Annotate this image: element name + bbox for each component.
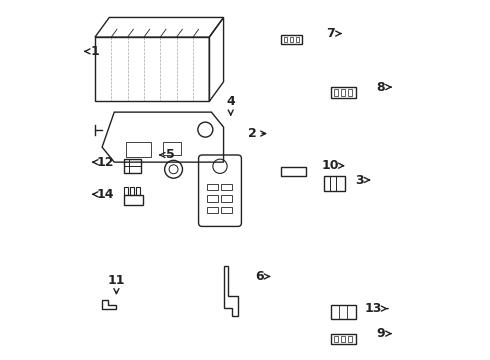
Bar <box>123 158 142 173</box>
Bar <box>130 187 134 195</box>
Text: 3: 3 <box>355 174 369 186</box>
Text: 12: 12 <box>93 156 115 168</box>
Text: 2: 2 <box>248 127 266 140</box>
Bar <box>335 89 338 96</box>
Bar <box>284 37 287 42</box>
Bar <box>221 207 232 213</box>
Bar <box>221 195 232 202</box>
Bar <box>348 89 352 96</box>
Text: 11: 11 <box>108 274 125 293</box>
Text: 14: 14 <box>93 188 115 201</box>
Bar <box>163 142 181 155</box>
Text: 7: 7 <box>326 27 341 40</box>
Bar <box>207 195 218 202</box>
Bar <box>348 336 352 342</box>
Bar <box>290 37 293 42</box>
Text: 5: 5 <box>160 148 174 162</box>
Bar <box>341 89 345 96</box>
Text: 4: 4 <box>226 95 235 115</box>
Bar <box>331 334 356 344</box>
Text: 1: 1 <box>85 45 99 58</box>
Bar <box>331 87 356 98</box>
Text: 9: 9 <box>376 327 391 340</box>
Bar <box>281 35 302 44</box>
Bar <box>207 184 218 190</box>
Bar <box>331 305 356 319</box>
Text: 8: 8 <box>376 81 391 94</box>
Bar <box>295 37 299 42</box>
Text: 10: 10 <box>322 159 343 172</box>
Bar <box>221 184 232 190</box>
Bar <box>136 187 141 195</box>
Bar <box>123 187 128 195</box>
Text: 6: 6 <box>255 270 270 283</box>
Bar <box>123 195 143 205</box>
Bar <box>341 336 345 342</box>
Bar <box>126 142 151 157</box>
Bar <box>335 336 338 342</box>
Bar <box>207 207 218 213</box>
Bar <box>281 167 306 176</box>
Text: 13: 13 <box>365 302 388 315</box>
Bar <box>323 176 345 191</box>
